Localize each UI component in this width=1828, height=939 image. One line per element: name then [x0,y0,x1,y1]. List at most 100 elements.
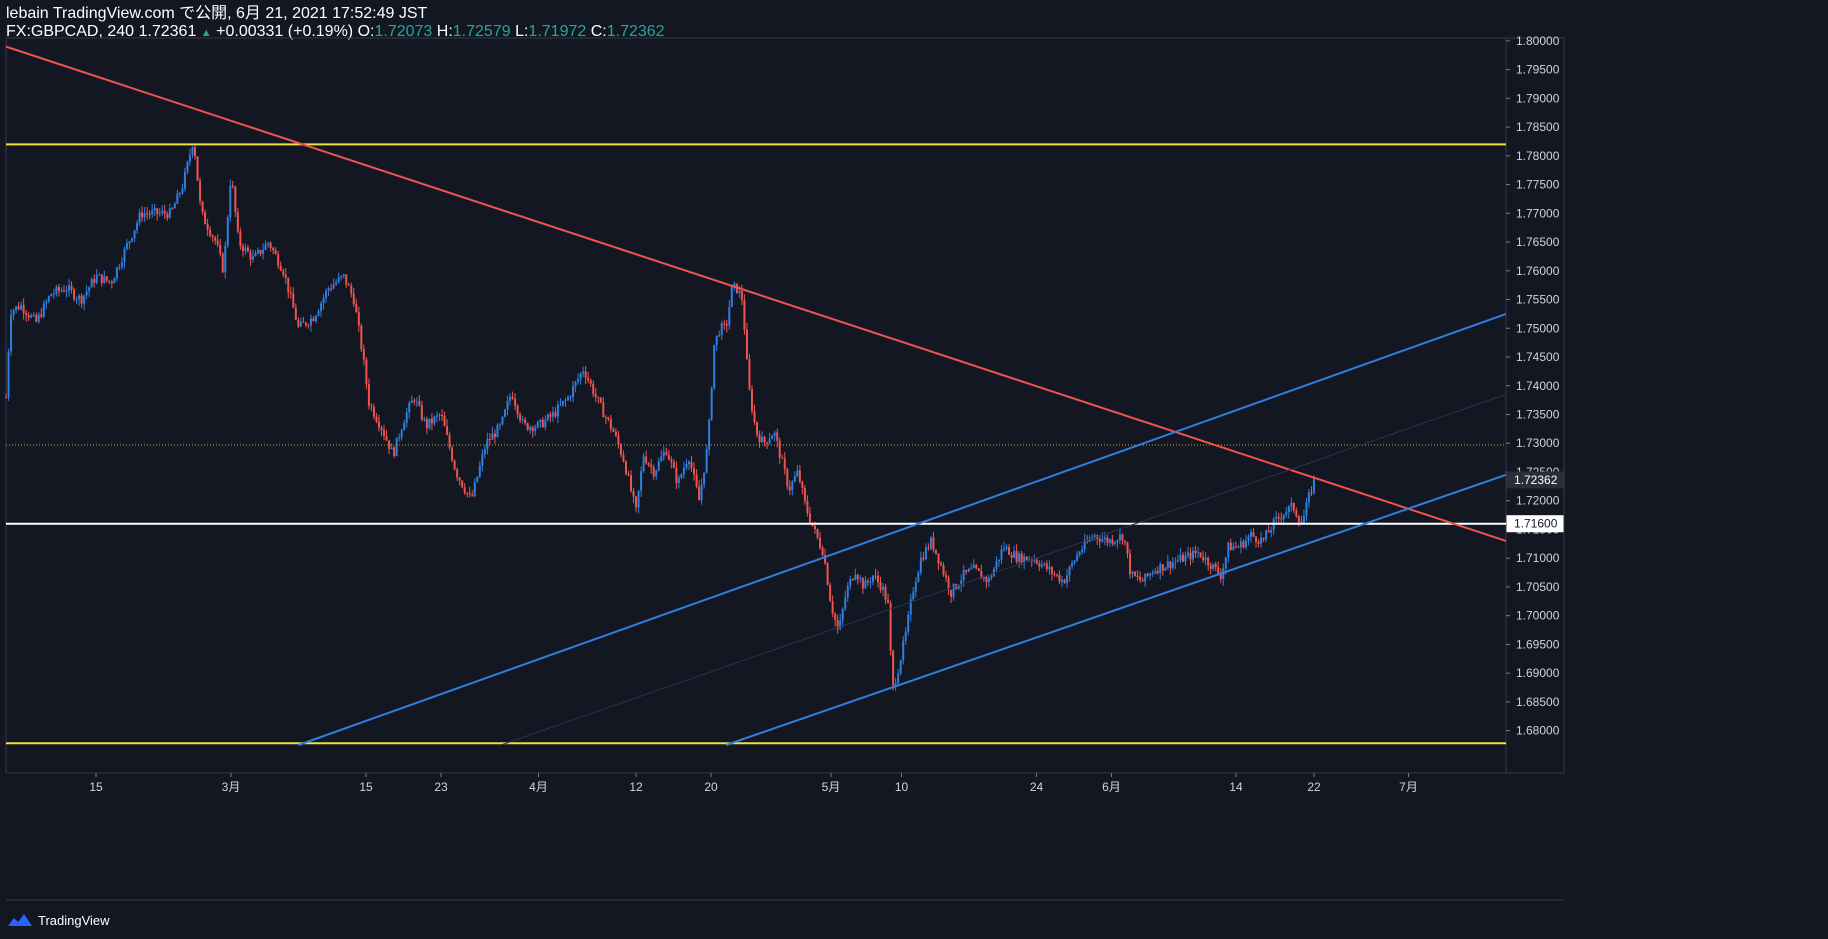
candle-body [1166,561,1169,568]
candle-body [194,147,197,157]
candle-body [320,303,323,312]
candle-body [362,349,365,360]
time-axis[interactable]: 15 3月 15 23 4月 12 20 5月 10 24 6月 14 22 7月 [89,773,1418,794]
candle-body [342,274,345,276]
candle-body [1209,565,1212,569]
candle-body [932,537,935,550]
candle-body [183,171,186,189]
candle-body [1066,575,1069,584]
candle-body [624,461,627,474]
price-axis[interactable]: 1.80000 1.79500 1.79000 1.78500 1.78000 1.775… [1506,34,1560,738]
open-value: 1.72073 [374,23,433,40]
candle-body [1257,541,1260,544]
candle-body [274,250,277,255]
candle-body [393,447,396,457]
candle-body [60,290,63,292]
candle-body [1045,563,1048,570]
candle-body [1227,542,1230,558]
candle-body [1287,506,1290,513]
candle-body [304,322,307,326]
candle-body [864,580,867,589]
candle-body [816,529,819,538]
candle-body [289,292,292,294]
candle-body [171,208,174,210]
candle-body [1239,541,1242,548]
candle-body [1186,552,1189,556]
candle-body [1136,575,1139,577]
candle-body [650,464,653,468]
candle-body [559,404,562,406]
candle-body [224,245,227,273]
candle-body [302,321,305,323]
candle-body [1247,536,1250,541]
candle-body [70,285,73,290]
low-value: 1.71972 [528,23,587,40]
candle-body [1106,537,1109,543]
candle-body [534,427,537,432]
candle-body [418,401,421,406]
candle-body [758,434,761,443]
candle-body [1159,564,1162,574]
candle-body [844,597,847,609]
candle-body [1053,573,1056,575]
candle-body [294,307,297,320]
candle-body [221,253,224,273]
candle-body [410,400,413,404]
candle-body [1192,550,1195,560]
candle-body [282,270,285,275]
candle-body [267,242,270,245]
candle-body [536,422,539,428]
candle-body [15,306,18,311]
tradingview-logo-text: TradingView [38,912,110,928]
candle-body [17,306,20,310]
candle-body [561,400,564,405]
candle-body [514,398,517,406]
candle-body [567,397,570,400]
high-label: H: [436,23,453,40]
candle-body [158,212,161,214]
candle-body [80,295,83,304]
candle-body [375,416,378,422]
candle-body [1224,557,1227,569]
time-tick-label: 7月 [1399,780,1418,794]
price-tick-label: 1.76000 [1516,264,1560,278]
candle-body [1151,572,1154,574]
candle-body [1204,557,1207,561]
candle-body [841,608,844,621]
candle-body [125,243,128,249]
chart-header: lebain TradingView.com で公開, 6月 21, 2021 … [0,0,1828,42]
candle-body [549,414,552,417]
candle-body [967,569,970,572]
price-tick-label: 1.76500 [1516,235,1560,249]
candle-body [836,619,839,629]
price-tags: 1.72362 1.71600 [1506,471,1564,533]
candle-body [912,591,915,600]
candle-body [115,267,118,279]
time-tick-label: 20 [704,780,718,794]
candle-body [829,584,832,602]
price-tick-label: 1.79000 [1516,91,1560,105]
last-price: 1.72361 [138,23,197,40]
candle-body [161,210,164,213]
candle-body [1103,537,1106,540]
candle-body [486,439,489,450]
time-tick-label: 15 [89,780,103,794]
candle-body [236,212,239,232]
price-tick-label: 1.74500 [1516,350,1560,364]
candle-body [851,579,854,581]
candle-body [350,285,353,294]
candle-body [960,580,963,586]
tradingview-logo[interactable]: TradingView [6,910,110,930]
candle-body [1290,502,1293,507]
candle-body [120,262,123,267]
candle-body [309,318,312,326]
candle-body [904,631,907,641]
price-tick-label: 1.73000 [1516,436,1560,450]
time-tick-label: 22 [1307,780,1321,794]
candle-body [498,424,501,426]
candle-body [1219,573,1222,580]
candle-body [12,310,15,316]
time-tick-label: 23 [434,780,448,794]
candle-body [118,266,121,268]
